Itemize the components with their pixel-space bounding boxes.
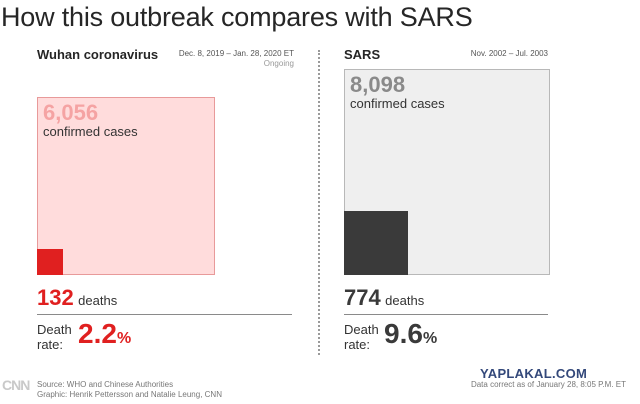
wuhan-deaths-label: deaths <box>78 293 118 308</box>
wuhan-death-rate-unit: % <box>116 330 132 347</box>
wuhan-divider-rule <box>37 314 292 315</box>
sars-death-rate-label: Death rate: <box>344 322 379 352</box>
sars-deaths-square <box>344 211 408 275</box>
wuhan-cases-label: confirmed cases <box>43 123 138 139</box>
wuhan-deaths-number: 132 <box>37 285 74 310</box>
sars-cases-number: 8,098 <box>350 72 406 97</box>
sars-deaths-number: 774 <box>344 285 381 310</box>
wuhan-death-rate-label: Death rate: <box>37 322 72 352</box>
graphic-credit: Graphic: Henrik Pettersson and Natalie L… <box>37 390 222 399</box>
site-watermark: YAPLAKAL.COM <box>480 366 588 381</box>
sars-death-rate: 9.6% <box>384 318 437 350</box>
sars-deaths-label: deaths <box>385 293 425 308</box>
wuhan-death-rate-value: 2.2 <box>78 318 117 349</box>
sars-panel-title: SARS <box>344 47 381 62</box>
sars-deaths-row: 774 deaths <box>344 285 424 311</box>
cnn-logo: CNN <box>2 377 30 393</box>
sars-cases-label: confirmed cases <box>350 96 445 111</box>
wuhan-deaths-square <box>37 248 64 275</box>
wuhan-date-range: Dec. 8, 2019 – Jan. 28, 2020 ET <box>178 49 294 58</box>
sars-death-rate-value: 9.6 <box>384 318 423 349</box>
sars-death-rate-unit: % <box>422 330 438 347</box>
chart-title: How this outbreak compares with SARS <box>1 2 473 32</box>
sars-divider-rule <box>344 314 548 315</box>
wuhan-cases-number: 6,056 <box>43 99 99 125</box>
source-credit: Source: WHO and Chinese Authorities <box>37 380 174 389</box>
wuhan-status: Ongoing <box>263 59 294 68</box>
wuhan-panel-title: Wuhan coronavirus <box>37 47 159 62</box>
sars-date-range: Nov. 2002 – Jul. 2003 <box>470 49 548 58</box>
wuhan-death-rate: 2.2% <box>78 318 131 350</box>
panel-divider <box>318 50 320 355</box>
data-timestamp: Data correct as of January 28, 8:05 P.M.… <box>470 380 626 389</box>
wuhan-deaths-row: 132 deaths <box>37 285 117 311</box>
wuhan-cases-square <box>37 96 216 275</box>
